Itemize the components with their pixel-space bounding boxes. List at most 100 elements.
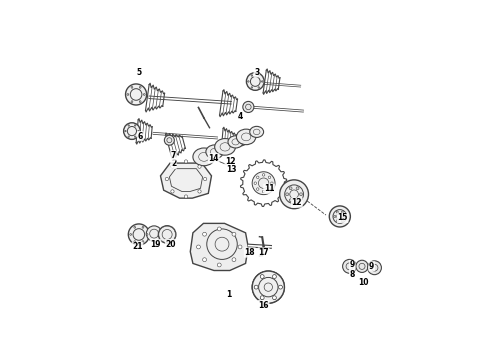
Circle shape bbox=[184, 160, 188, 163]
Circle shape bbox=[203, 177, 207, 181]
Circle shape bbox=[171, 165, 174, 168]
Circle shape bbox=[232, 232, 236, 236]
Ellipse shape bbox=[237, 129, 256, 145]
Text: 19: 19 bbox=[150, 240, 161, 249]
Circle shape bbox=[272, 296, 276, 300]
Circle shape bbox=[246, 73, 264, 90]
Circle shape bbox=[198, 190, 201, 193]
Text: 9: 9 bbox=[369, 262, 374, 271]
Text: 15: 15 bbox=[338, 213, 348, 222]
Circle shape bbox=[334, 215, 336, 217]
Circle shape bbox=[256, 188, 259, 190]
Circle shape bbox=[130, 234, 131, 235]
Circle shape bbox=[343, 260, 356, 273]
Circle shape bbox=[280, 180, 309, 209]
Circle shape bbox=[342, 211, 343, 213]
Circle shape bbox=[262, 81, 263, 82]
Circle shape bbox=[289, 187, 292, 190]
Polygon shape bbox=[190, 223, 248, 270]
Circle shape bbox=[139, 101, 141, 103]
Circle shape bbox=[142, 241, 144, 242]
Polygon shape bbox=[161, 163, 212, 198]
Circle shape bbox=[268, 176, 271, 179]
Circle shape bbox=[286, 193, 289, 196]
Text: 8: 8 bbox=[350, 270, 355, 279]
Circle shape bbox=[142, 226, 144, 228]
Circle shape bbox=[254, 286, 257, 288]
Text: 7: 7 bbox=[171, 151, 176, 160]
Text: 16: 16 bbox=[258, 301, 269, 310]
Text: 13: 13 bbox=[226, 165, 237, 174]
Circle shape bbox=[232, 258, 236, 262]
Text: 18: 18 bbox=[245, 248, 255, 257]
Circle shape bbox=[135, 136, 136, 138]
Circle shape bbox=[125, 84, 147, 105]
Circle shape bbox=[272, 275, 276, 279]
Text: 3: 3 bbox=[254, 68, 259, 77]
Circle shape bbox=[128, 125, 129, 126]
Circle shape bbox=[344, 215, 346, 217]
Circle shape bbox=[289, 199, 292, 202]
Circle shape bbox=[261, 275, 263, 278]
Circle shape bbox=[131, 86, 133, 88]
Circle shape bbox=[165, 177, 169, 181]
Text: 20: 20 bbox=[166, 240, 176, 249]
Circle shape bbox=[217, 263, 221, 267]
Text: 5: 5 bbox=[136, 68, 142, 77]
Text: 4: 4 bbox=[238, 112, 243, 121]
Circle shape bbox=[260, 275, 264, 279]
Text: 6: 6 bbox=[138, 131, 143, 140]
Circle shape bbox=[262, 174, 265, 176]
Circle shape bbox=[158, 226, 176, 243]
Circle shape bbox=[336, 211, 339, 213]
Circle shape bbox=[164, 135, 174, 145]
Circle shape bbox=[131, 101, 133, 103]
Text: 2: 2 bbox=[171, 159, 176, 168]
Circle shape bbox=[217, 227, 221, 231]
Circle shape bbox=[202, 258, 206, 262]
Circle shape bbox=[273, 275, 276, 278]
Circle shape bbox=[280, 286, 282, 288]
Circle shape bbox=[146, 234, 148, 235]
Circle shape bbox=[262, 190, 265, 193]
Text: 21: 21 bbox=[132, 242, 143, 251]
Circle shape bbox=[260, 296, 264, 300]
Circle shape bbox=[296, 199, 299, 202]
Text: 1: 1 bbox=[226, 289, 232, 298]
Circle shape bbox=[273, 297, 276, 299]
Circle shape bbox=[342, 220, 343, 222]
Circle shape bbox=[251, 75, 252, 76]
Circle shape bbox=[138, 130, 139, 132]
Circle shape bbox=[258, 75, 259, 76]
Circle shape bbox=[299, 193, 302, 196]
Circle shape bbox=[329, 206, 350, 227]
Circle shape bbox=[356, 260, 368, 273]
Circle shape bbox=[144, 94, 145, 95]
Circle shape bbox=[184, 195, 188, 198]
Text: 17: 17 bbox=[258, 248, 269, 257]
Circle shape bbox=[123, 123, 140, 139]
Circle shape bbox=[139, 86, 141, 88]
Circle shape bbox=[254, 285, 258, 289]
Ellipse shape bbox=[250, 126, 264, 138]
Ellipse shape bbox=[193, 148, 215, 166]
Circle shape bbox=[134, 226, 136, 228]
Circle shape bbox=[128, 136, 129, 138]
Circle shape bbox=[251, 87, 252, 88]
Text: 12: 12 bbox=[225, 157, 236, 166]
Circle shape bbox=[125, 130, 126, 132]
Circle shape bbox=[171, 190, 174, 193]
Circle shape bbox=[270, 182, 273, 184]
Circle shape bbox=[247, 81, 249, 82]
Circle shape bbox=[336, 220, 339, 222]
Text: 9: 9 bbox=[350, 261, 355, 269]
Circle shape bbox=[196, 245, 200, 249]
Text: 10: 10 bbox=[358, 279, 368, 288]
Circle shape bbox=[268, 188, 271, 190]
Circle shape bbox=[254, 182, 257, 184]
Circle shape bbox=[237, 136, 246, 146]
Circle shape bbox=[368, 261, 381, 275]
Circle shape bbox=[252, 271, 284, 303]
Circle shape bbox=[198, 165, 201, 168]
Circle shape bbox=[279, 285, 282, 289]
